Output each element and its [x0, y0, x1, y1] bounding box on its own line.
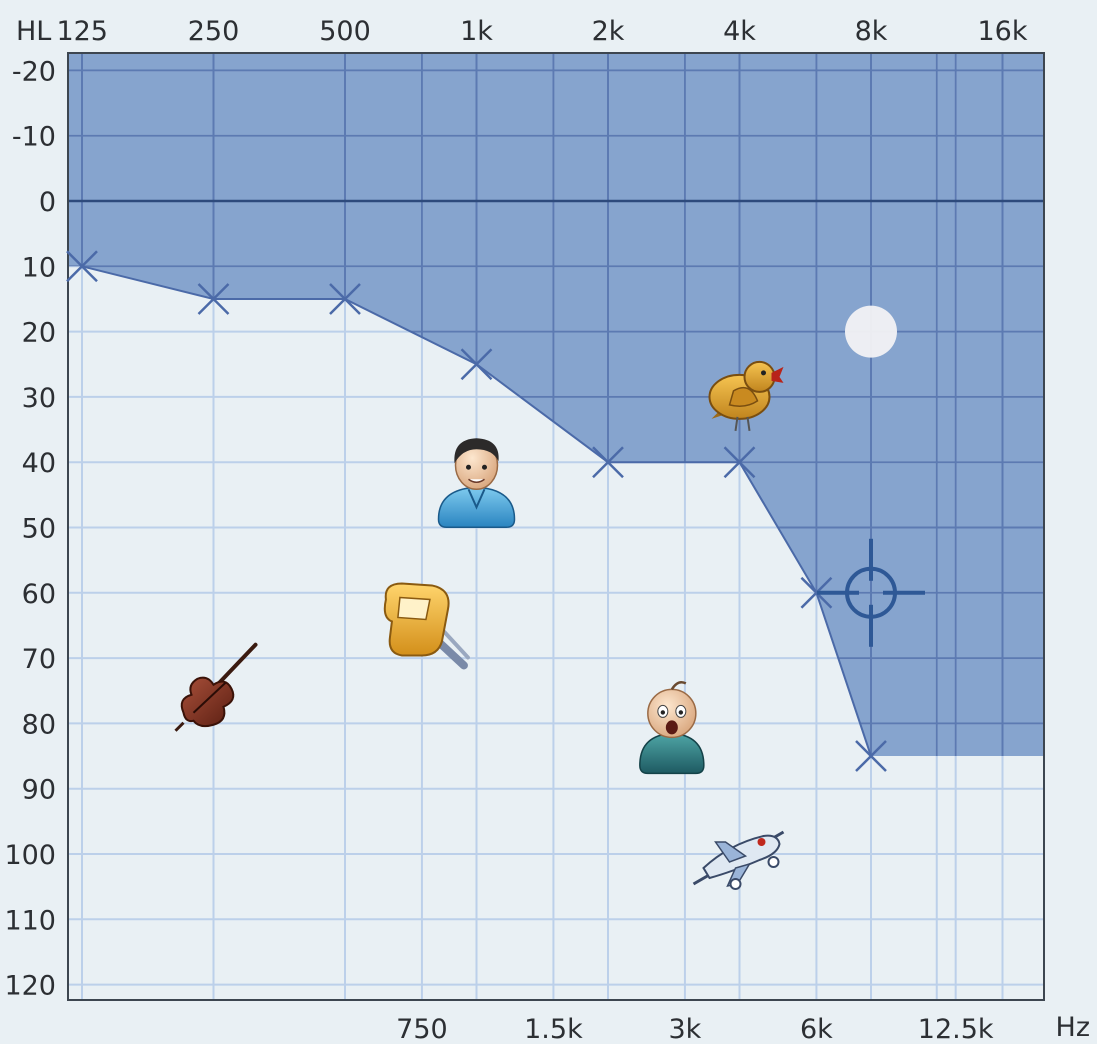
- threshold-marker: [592, 446, 624, 479]
- threshold-curve: [81, 265, 872, 757]
- top-tick-label: 4k: [723, 16, 756, 47]
- crosshair-cursor[interactable]: [817, 538, 925, 647]
- bottom-tick-label: 6k: [800, 1014, 833, 1044]
- threshold-marker: [66, 250, 98, 283]
- y-tick-label: 10: [22, 252, 56, 283]
- y-tick-label: 90: [22, 775, 56, 806]
- y-tick-label: 80: [22, 709, 56, 740]
- threshold-marker: [855, 740, 887, 772]
- y-tick-label: 60: [22, 579, 56, 610]
- y-axis-label: HL: [16, 16, 51, 47]
- y-tick-label: -10: [12, 122, 56, 153]
- bottom-tick-label: 750: [396, 1014, 448, 1044]
- y-tick-label: 110: [4, 905, 56, 936]
- y-tick-label: 20: [22, 318, 56, 349]
- top-tick-label: 250: [188, 16, 240, 47]
- selection-dot: [845, 305, 897, 358]
- bottom-tick-label: 3k: [669, 1014, 702, 1044]
- y-tick-label: 70: [22, 644, 56, 675]
- bottom-tick-label: 1.5k: [524, 1014, 583, 1044]
- top-tick-label: 1k: [460, 16, 493, 47]
- x-axis-unit: Hz: [1056, 1012, 1090, 1043]
- y-tick-label: 100: [4, 840, 56, 871]
- top-tick-label: 125: [56, 16, 108, 47]
- hand-mixer-icon: [383, 582, 470, 670]
- y-tick-label: 30: [22, 383, 56, 414]
- threshold-marker: [329, 283, 361, 315]
- top-tick-label: 8k: [855, 16, 888, 47]
- shaded-region: [68, 53, 1044, 757]
- airplane-icon: [692, 830, 785, 890]
- double-bass-icon: [174, 642, 258, 732]
- top-tick-label: 16k: [978, 16, 1028, 47]
- man-icon: [437, 438, 516, 529]
- threshold-line: [81, 265, 872, 757]
- audible-region-shade: [68, 53, 1044, 757]
- threshold-marker: [460, 348, 493, 381]
- bottom-tick-label: 12.5k: [918, 1014, 994, 1044]
- top-tick-label: 2k: [592, 16, 625, 47]
- plot-border: [67, 52, 1045, 1001]
- y-tick-label: 120: [4, 971, 56, 1002]
- threshold-markers: [66, 250, 887, 772]
- y-tick-label: 50: [22, 514, 56, 545]
- threshold-marker: [197, 283, 230, 315]
- bird-icon: [708, 360, 784, 432]
- threshold-marker: [723, 446, 756, 479]
- y-tick-label: 0: [39, 187, 56, 218]
- baby-icon: [639, 681, 705, 775]
- y-tick-label: 40: [22, 448, 56, 479]
- threshold-marker: [800, 576, 833, 609]
- y-tick-label: -20: [12, 56, 56, 87]
- top-tick-label: 500: [319, 16, 371, 47]
